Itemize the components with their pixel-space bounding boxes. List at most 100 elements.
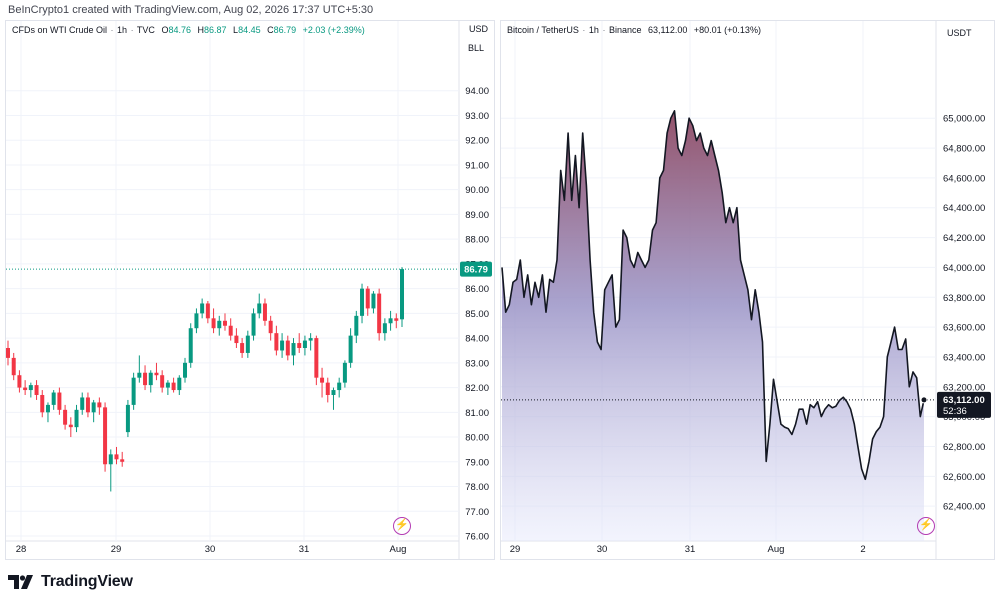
lightning-icon[interactable]: ⚡ <box>917 517 935 535</box>
candle <box>205 303 210 319</box>
high-label: H <box>197 25 205 35</box>
lightning-icon[interactable]: ⚡ <box>393 517 411 535</box>
candle <box>114 454 119 460</box>
y-tick-label: 62,800.00 <box>943 442 985 453</box>
candle <box>97 402 102 408</box>
high-value: 86.87 <box>204 25 227 35</box>
x-tick-label: Aug <box>390 544 407 555</box>
btc-legend: Bitcoin / TetherUS · 1h · Binance 63,112… <box>507 25 761 35</box>
brand-name: TradingView <box>41 573 133 590</box>
open-value: 84.76 <box>168 25 191 35</box>
y-tick-label: 64,200.00 <box>943 233 985 244</box>
candle <box>40 395 45 413</box>
candle <box>108 454 113 465</box>
candle <box>285 340 290 356</box>
tradingview-logo-icon <box>8 575 33 589</box>
candle <box>154 372 159 376</box>
candle <box>74 409 79 428</box>
close-value: 86.79 <box>273 25 297 35</box>
tradingview-footer[interactable]: TradingView <box>8 571 133 593</box>
y-tick-label: 64,800.00 <box>943 144 985 155</box>
candle <box>342 362 347 383</box>
candle <box>291 343 296 356</box>
last-price-dot <box>920 396 928 404</box>
y-tick-label: 64,000.00 <box>943 263 985 274</box>
x-tick-label: Aug <box>768 544 785 555</box>
y-tick-label: 78.00 <box>465 482 489 493</box>
candle <box>131 377 136 405</box>
y-tick-label: 79.00 <box>465 457 489 468</box>
candle <box>183 362 188 378</box>
low-value: 84.45 <box>238 25 261 35</box>
attribution-header: BeInCrypto1 created with TradingView.com… <box>0 0 1000 20</box>
candle <box>388 318 393 324</box>
candle <box>85 397 90 413</box>
candle <box>348 335 353 363</box>
currency-label: USDT <box>947 28 972 38</box>
oil-source: TVC <box>136 25 155 35</box>
last-price-label: 86.79 <box>464 265 488 276</box>
y-tick-label: 62,400.00 <box>943 502 985 513</box>
y-tick-label: 88.00 <box>465 235 489 246</box>
candle <box>6 348 10 358</box>
btc-price: 63,112.00 <box>648 25 688 35</box>
candle <box>137 372 142 378</box>
candle <box>308 338 313 341</box>
candle <box>240 343 245 353</box>
candle <box>23 387 28 391</box>
y-tick-label: 83.00 <box>465 358 489 369</box>
y-tick-label: 63,200.00 <box>943 382 985 393</box>
candle <box>28 385 33 391</box>
y-tick-label: 64,400.00 <box>943 203 985 214</box>
btc-area-chart[interactable]: 65,000.00 64,800.00 64,600.00 64,400.00 64,2… <box>501 21 994 559</box>
candle <box>11 357 16 376</box>
candle <box>57 392 62 410</box>
candle <box>177 377 182 391</box>
candle <box>222 320 227 326</box>
candle <box>91 402 96 413</box>
y-tick-label: 91.00 <box>465 160 489 171</box>
y-tick-label: 80.00 <box>465 433 489 444</box>
unit-label: BLL <box>468 43 485 53</box>
x-tick-label: 2 <box>860 544 865 555</box>
candle <box>274 333 279 351</box>
y-tick-label: 63,400.00 <box>943 352 985 363</box>
y-tick-label: 93.00 <box>465 111 489 122</box>
candle <box>217 320 222 329</box>
oil-chart-panel[interactable]: 94.0093.0092.0091.0090.0089.0088.0087.00… <box>5 20 495 560</box>
currency-label: USD <box>469 24 489 34</box>
candle <box>245 335 250 353</box>
x-tick-label: 30 <box>597 544 608 555</box>
candle <box>68 424 73 428</box>
candle <box>325 382 330 395</box>
btc-interval: 1h <box>588 25 599 35</box>
candle <box>394 318 399 321</box>
candle <box>302 340 307 348</box>
candle <box>280 340 285 351</box>
y-tick-label: 64,600.00 <box>943 173 985 184</box>
y-tick-label: 63,800.00 <box>943 293 985 304</box>
oil-legend: CFDs on WTI Crude Oil · 1h · TVC O84.76 … <box>12 25 365 35</box>
candle <box>360 288 365 316</box>
candle <box>200 303 205 314</box>
y-tick-label: 77.00 <box>465 507 489 518</box>
last-price-label: 63,112.00 <box>943 395 985 406</box>
candle <box>194 313 199 329</box>
y-tick-label: 92.00 <box>465 136 489 147</box>
candle <box>120 459 125 462</box>
oil-change: +2.03 (+2.39%) <box>302 25 365 35</box>
btc-symbol: Bitcoin / TetherUS <box>507 25 579 35</box>
x-tick-label: 29 <box>510 544 521 555</box>
btc-change: +80.01 (+0.13%) <box>693 25 761 35</box>
candle <box>337 382 342 391</box>
last-price-badge <box>937 391 991 418</box>
candle <box>160 375 165 388</box>
candle <box>211 318 216 329</box>
y-tick-label: 62,600.00 <box>943 472 985 483</box>
btc-chart-panel[interactable]: 65,000.00 64,800.00 64,600.00 64,400.00 64,2… <box>500 20 995 560</box>
candle <box>45 404 50 413</box>
candle <box>331 390 336 395</box>
low-label: L <box>233 25 239 35</box>
y-tick-label: 94.00 <box>465 86 489 97</box>
oil-candlestick-chart[interactable]: 94.0093.0092.0091.0090.0089.0088.0087.00… <box>6 21 494 559</box>
